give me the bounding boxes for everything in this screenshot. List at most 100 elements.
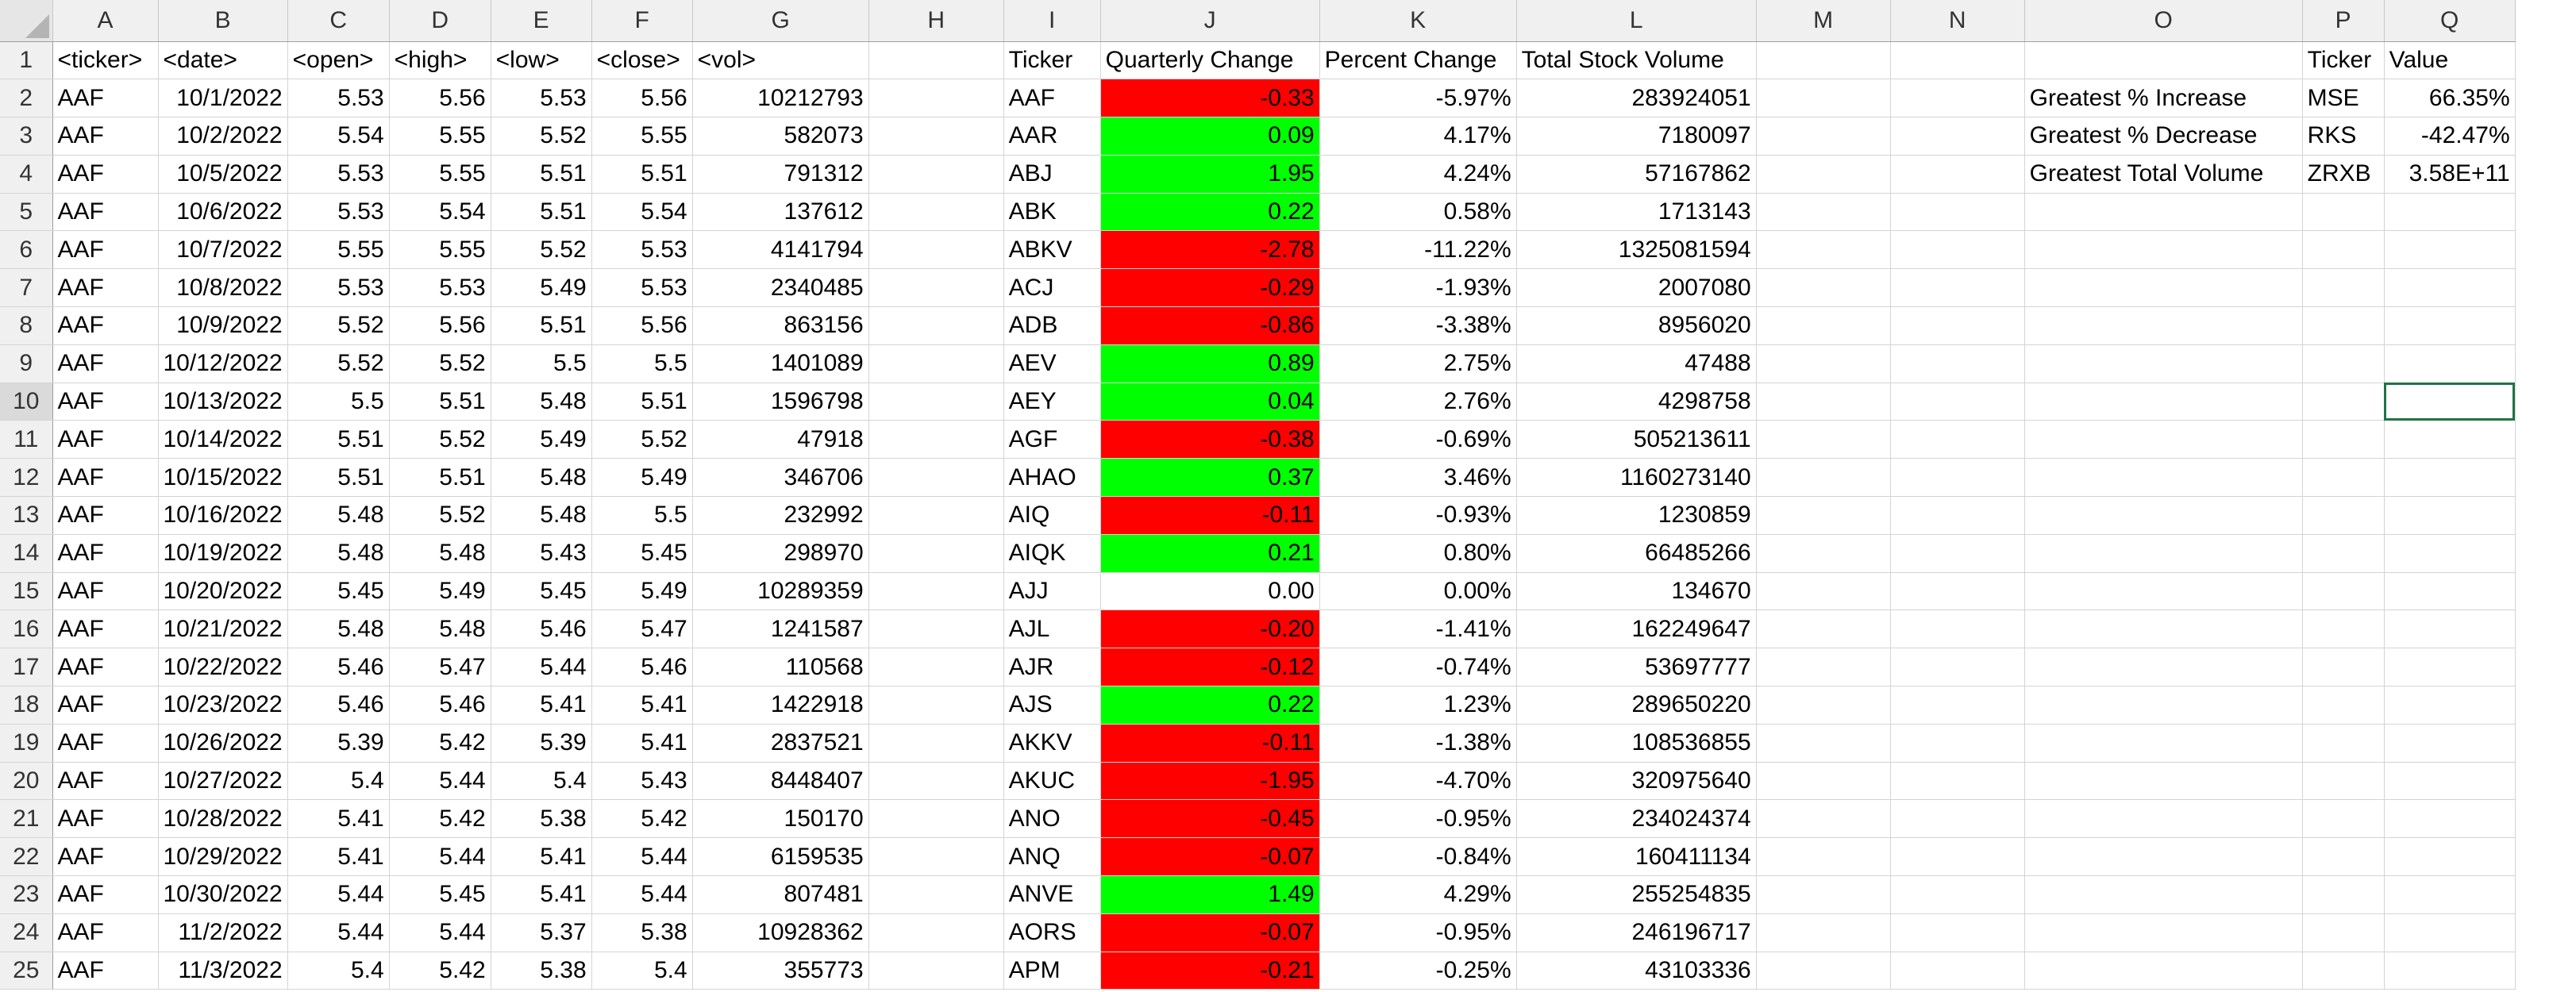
low-cell[interactable]: 5.52	[491, 117, 592, 156]
percent-change-cell[interactable]: -0.95%	[1319, 799, 1517, 839]
close-cell[interactable]: 5.42	[591, 799, 693, 839]
ticker-cell[interactable]: AAF	[52, 79, 159, 118]
empty-cell-h[interactable]	[868, 534, 1004, 573]
greatest-ticker-cell[interactable]	[2302, 648, 2385, 687]
quarterly-change-cell[interactable]: Quarterly Change	[1100, 41, 1320, 80]
date-cell[interactable]: 10/19/2022	[158, 534, 288, 573]
summary-ticker-cell[interactable]: APM	[1003, 952, 1101, 990]
close-cell[interactable]: 5.54	[591, 193, 693, 232]
ticker-cell[interactable]: AAF	[52, 155, 159, 194]
date-cell[interactable]: 10/6/2022	[158, 193, 288, 232]
row-header[interactable]: 10	[0, 383, 53, 421]
close-cell[interactable]: 5.51	[591, 383, 693, 421]
ticker-cell[interactable]: AAF	[52, 344, 159, 383]
empty-cell-h[interactable]	[868, 572, 1004, 611]
greatest-label-cell[interactable]	[2024, 383, 2303, 421]
low-cell[interactable]: 5.49	[491, 268, 592, 308]
row-header[interactable]: 4	[0, 155, 53, 194]
quarterly-change-cell[interactable]: -2.78	[1100, 230, 1320, 270]
row-header[interactable]: 20	[0, 762, 53, 801]
empty-cell-h[interactable]	[868, 648, 1004, 687]
empty-cell-n[interactable]	[1890, 155, 2025, 194]
high-cell[interactable]: 5.42	[389, 952, 491, 990]
low-cell[interactable]: <low>	[491, 41, 592, 80]
empty-cell-m[interactable]	[1756, 117, 1891, 156]
total-volume-cell[interactable]: 1325081594	[1516, 230, 1757, 270]
vol-cell[interactable]: 1596798	[692, 383, 869, 421]
empty-cell-n[interactable]	[1890, 420, 2025, 459]
greatest-label-cell[interactable]	[2024, 534, 2303, 573]
quarterly-change-cell[interactable]: 1.95	[1100, 155, 1320, 194]
ticker-cell[interactable]: AAF	[52, 117, 159, 156]
quarterly-change-cell[interactable]: 1.49	[1100, 875, 1320, 914]
high-cell[interactable]: 5.53	[389, 268, 491, 308]
empty-cell-h[interactable]	[868, 344, 1004, 383]
open-cell[interactable]: 5.53	[287, 155, 390, 194]
greatest-value-cell[interactable]	[2384, 913, 2516, 952]
ticker-cell[interactable]: AAF	[52, 534, 159, 573]
empty-cell-n[interactable]	[1890, 344, 2025, 383]
date-cell[interactable]: 10/7/2022	[158, 230, 288, 270]
greatest-label-cell[interactable]	[2024, 724, 2303, 763]
ticker-cell[interactable]: AAF	[52, 648, 159, 687]
summary-ticker-cell[interactable]: ABJ	[1003, 155, 1101, 194]
open-cell[interactable]: 5.45	[287, 572, 390, 611]
summary-ticker-cell[interactable]: AEV	[1003, 344, 1101, 383]
vol-cell[interactable]: 47918	[692, 420, 869, 459]
low-cell[interactable]: 5.38	[491, 799, 592, 839]
percent-change-cell[interactable]: 4.24%	[1319, 155, 1517, 194]
row-header[interactable]: 8	[0, 306, 53, 345]
high-cell[interactable]: 5.52	[389, 420, 491, 459]
high-cell[interactable]: <high>	[389, 41, 491, 80]
vol-cell[interactable]: 2340485	[692, 268, 869, 308]
greatest-value-cell[interactable]	[2384, 193, 2516, 232]
empty-cell-m[interactable]	[1756, 724, 1891, 763]
greatest-ticker-cell[interactable]: Ticker	[2302, 41, 2385, 80]
total-volume-cell[interactable]: 246196717	[1516, 913, 1757, 952]
greatest-label-cell[interactable]	[2024, 648, 2303, 687]
empty-cell-m[interactable]	[1756, 193, 1891, 232]
quarterly-change-cell[interactable]: -0.86	[1100, 306, 1320, 345]
summary-ticker-cell[interactable]: AAR	[1003, 117, 1101, 156]
greatest-ticker-cell[interactable]	[2302, 420, 2385, 459]
ticker-cell[interactable]: AAF	[52, 458, 159, 498]
empty-cell-m[interactable]	[1756, 383, 1891, 421]
empty-cell-n[interactable]	[1890, 609, 2025, 649]
greatest-label-cell[interactable]	[2024, 686, 2303, 725]
quarterly-change-cell[interactable]: -0.29	[1100, 268, 1320, 308]
greatest-value-cell[interactable]	[2384, 344, 2516, 383]
quarterly-change-cell[interactable]: -0.12	[1100, 648, 1320, 687]
ticker-cell[interactable]: AAF	[52, 306, 159, 345]
greatest-ticker-cell[interactable]	[2302, 724, 2385, 763]
quarterly-change-cell[interactable]: 0.21	[1100, 534, 1320, 573]
ticker-cell[interactable]: AAF	[52, 572, 159, 611]
vol-cell[interactable]: 8448407	[692, 762, 869, 801]
greatest-value-cell[interactable]	[2384, 875, 2516, 914]
close-cell[interactable]: 5.4	[591, 952, 693, 990]
empty-cell-m[interactable]	[1756, 572, 1891, 611]
low-cell[interactable]: 5.53	[491, 79, 592, 118]
low-cell[interactable]: 5.49	[491, 420, 592, 459]
empty-cell-h[interactable]	[868, 496, 1004, 535]
empty-cell-n[interactable]	[1890, 41, 2025, 80]
column-header-e[interactable]: E	[491, 0, 592, 42]
low-cell[interactable]: 5.52	[491, 230, 592, 270]
summary-ticker-cell[interactable]: AKKV	[1003, 724, 1101, 763]
row-header[interactable]: 23	[0, 875, 53, 914]
empty-cell-h[interactable]	[868, 799, 1004, 839]
low-cell[interactable]: 5.46	[491, 609, 592, 649]
date-cell[interactable]: 10/14/2022	[158, 420, 288, 459]
empty-cell-m[interactable]	[1756, 762, 1891, 801]
greatest-ticker-cell[interactable]	[2302, 837, 2385, 877]
empty-cell-m[interactable]	[1756, 155, 1891, 194]
high-cell[interactable]: 5.54	[389, 193, 491, 232]
total-volume-cell[interactable]: 108536855	[1516, 724, 1757, 763]
total-volume-cell[interactable]: 47488	[1516, 344, 1757, 383]
high-cell[interactable]: 5.44	[389, 837, 491, 877]
empty-cell-h[interactable]	[868, 41, 1004, 80]
row-header[interactable]: 16	[0, 609, 53, 649]
greatest-ticker-cell[interactable]	[2302, 609, 2385, 649]
greatest-ticker-cell[interactable]	[2302, 686, 2385, 725]
greatest-value-cell[interactable]	[2384, 952, 2516, 990]
greatest-ticker-cell[interactable]	[2302, 383, 2385, 421]
